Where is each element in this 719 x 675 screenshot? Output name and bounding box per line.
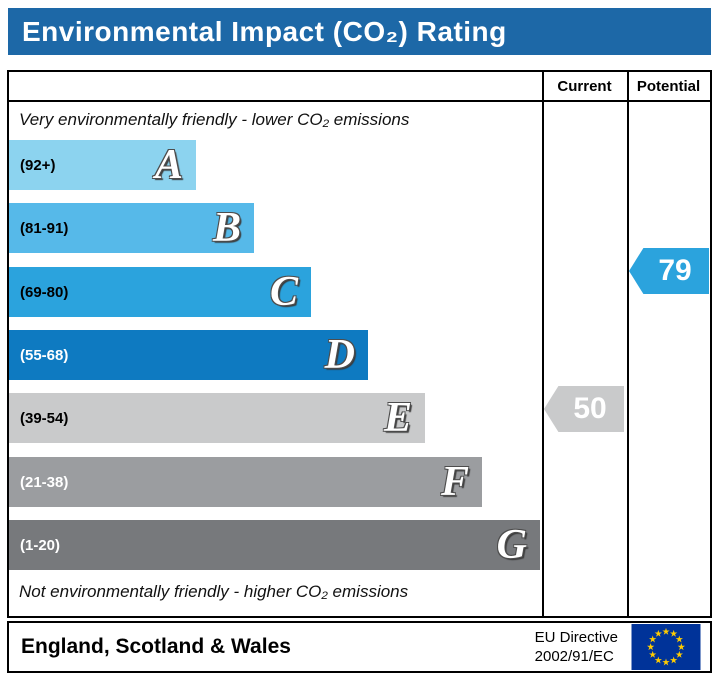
band-f-range: (21-38)	[20, 473, 69, 491]
band-e-range: (39-54)	[20, 409, 69, 427]
band-d-range: (55-68)	[20, 346, 69, 364]
bottom-note: Not environmentally friendly - higher CO…	[19, 582, 409, 601]
band-c-letter: C	[269, 269, 298, 315]
band-a-range: (92+)	[20, 156, 56, 174]
current-column-header: Current	[557, 78, 612, 95]
footer-right: EU Directive 2002/91/EC	[535, 624, 702, 670]
band-b: (81-91) B	[9, 203, 254, 253]
band-a: (92+) A	[9, 140, 196, 190]
current-rating-value: 50	[573, 392, 607, 425]
potential-rating-value: 79	[658, 254, 692, 287]
chart-title: Environmental Impact (CO₂) Rating	[22, 15, 507, 47]
band-f-letter: F	[440, 459, 469, 505]
band-d-letter: D	[324, 332, 355, 378]
column-header-strip	[9, 72, 710, 102]
region-label: England, Scotland & Wales	[21, 635, 291, 658]
band-b-letter: B	[212, 205, 241, 251]
top-note: Very environmentally friendly - lower CO…	[19, 110, 410, 129]
current-column-divider	[542, 72, 544, 616]
band-g: (1-20) G	[9, 520, 540, 570]
potential-rating-pointer: 79	[629, 248, 709, 294]
eu-flag-icon	[631, 624, 701, 670]
band-c-range: (69-80)	[20, 283, 69, 301]
band-e: (39-54) E	[9, 393, 425, 443]
band-b-range: (81-91)	[20, 219, 69, 237]
band-g-range: (1-20)	[20, 536, 61, 554]
potential-column-divider	[627, 72, 629, 616]
rating-chart: Current Potential Very environmentally f…	[7, 70, 712, 618]
band-g-letter: G	[496, 522, 527, 568]
eu-directive-line2: 2002/91/EC	[534, 648, 614, 665]
band-c: (69-80) C	[9, 267, 311, 317]
band-a-letter: A	[154, 142, 183, 188]
band-d: (55-68) D	[9, 330, 368, 380]
band-e-letter: E	[383, 395, 412, 441]
eu-directive-label: EU Directive 2002/91/EC	[535, 628, 618, 667]
potential-column-header: Potential	[636, 78, 701, 95]
band-f: (21-38) F	[9, 457, 482, 507]
footer: England, Scotland & Wales EU Directive 2…	[7, 621, 712, 673]
eu-directive-line1: EU Directive	[534, 628, 618, 646]
chart-title-bar: Environmental Impact (CO₂) Rating	[8, 8, 711, 55]
current-rating-pointer: 50	[544, 386, 624, 432]
